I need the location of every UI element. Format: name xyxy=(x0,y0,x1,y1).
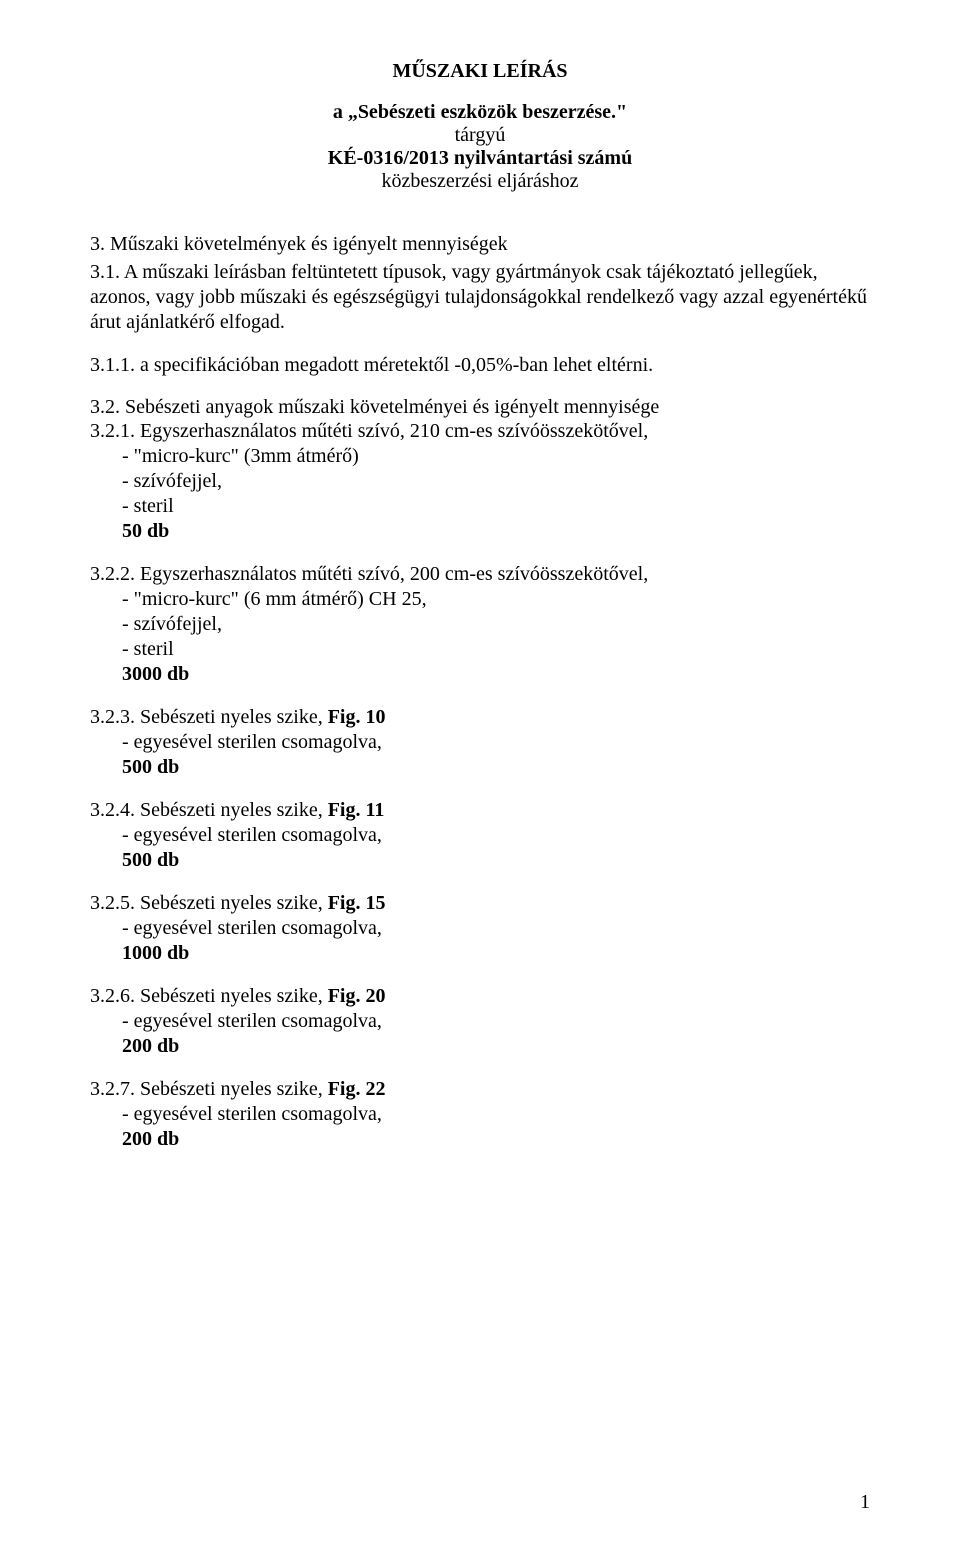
title-line1b: tárgyú xyxy=(90,124,870,147)
item-bullet: - "micro-kurc" (3mm átmérő) xyxy=(122,444,870,469)
title-sub1-plain: tárgyú xyxy=(455,124,506,146)
title-main: MŰSZAKI LEÍRÁS xyxy=(90,60,870,83)
title-block: MŰSZAKI LEÍRÁS a „Sebészeti eszközök bes… xyxy=(90,60,870,193)
item-bullet: - szívófejjel, xyxy=(122,469,870,494)
title-line2: KÉ-0316/2013 nyilvántartási számú xyxy=(90,147,870,170)
title-sub2-plain: közbeszerzési eljáráshoz xyxy=(381,170,578,192)
item-qty: 200 db xyxy=(122,1034,870,1059)
item-3-2-1: 3.2.1. Egyszerhasználatos műtéti szívó, … xyxy=(90,419,870,544)
item-fig: Fig. 15 xyxy=(328,892,386,914)
item-qty: 500 db xyxy=(122,755,870,780)
item-fig: Fig. 20 xyxy=(328,985,386,1007)
item-bullet: - "micro-kurc" (6 mm átmérő) CH 25, xyxy=(122,587,870,612)
item-pre: 3.2.4. Sebészeti nyeles szike, xyxy=(90,799,328,821)
item-line: 3.2.4. Sebészeti nyeles szike, Fig. 11 xyxy=(90,798,870,823)
item-line: 3.2.2. Egyszerhasználatos műtéti szívó, … xyxy=(90,562,870,587)
title-line1: a „Sebészeti eszközök beszerzése." xyxy=(90,101,870,124)
item-bullet: - egyesével sterilen csomagolva, xyxy=(122,823,870,848)
item-3-2-6: 3.2.6. Sebészeti nyeles szike, Fig. 20 -… xyxy=(90,984,870,1059)
item-3-2-2: 3.2.2. Egyszerhasználatos műtéti szívó, … xyxy=(90,562,870,687)
item-pre: 3.2.6. Sebészeti nyeles szike, xyxy=(90,985,328,1007)
item-line: 3.2.6. Sebészeti nyeles szike, Fig. 20 xyxy=(90,984,870,1009)
item-line: 3.2.3. Sebészeti nyeles szike, Fig. 10 xyxy=(90,705,870,730)
item-3-2-7: 3.2.7. Sebészeti nyeles szike, Fig. 22 -… xyxy=(90,1077,870,1152)
item-bullet: - szívófejjel, xyxy=(122,612,870,637)
item-qty: 3000 db xyxy=(122,662,870,687)
item-3-2-5: 3.2.5. Sebészeti nyeles szike, Fig. 15 -… xyxy=(90,891,870,966)
item-pre: 3.2.7. Sebészeti nyeles szike, xyxy=(90,1078,328,1100)
item-fig: Fig. 11 xyxy=(328,799,385,821)
item-3-2-4: 3.2.4. Sebészeti nyeles szike, Fig. 11 -… xyxy=(90,798,870,873)
title-line2b: közbeszerzési eljáráshoz xyxy=(90,170,870,193)
item-bullet: - egyesével sterilen csomagolva, xyxy=(122,916,870,941)
item-bullet: - egyesével sterilen csomagolva, xyxy=(122,730,870,755)
item-3-2-3: 3.2.3. Sebészeti nyeles szike, Fig. 10 -… xyxy=(90,705,870,780)
item-pre: 3.2.5. Sebészeti nyeles szike, xyxy=(90,892,328,914)
item-qty: 1000 db xyxy=(122,941,870,966)
section-3-2-heading: 3.2. Sebészeti anyagok műszaki követelmé… xyxy=(90,396,870,419)
item-line: 3.2.5. Sebészeti nyeles szike, Fig. 15 xyxy=(90,891,870,916)
item-qty: 50 db xyxy=(122,519,870,544)
page: MŰSZAKI LEÍRÁS a „Sebészeti eszközök bes… xyxy=(0,0,960,1554)
para-3-1-1: 3.1.1. a specifikációban megadott mérete… xyxy=(90,353,870,378)
item-pre: 3.2.3. Sebészeti nyeles szike, xyxy=(90,706,328,728)
item-line: 3.2.7. Sebészeti nyeles szike, Fig. 22 xyxy=(90,1077,870,1102)
item-line: 3.2.1. Egyszerhasználatos műtéti szívó, … xyxy=(90,419,870,444)
item-bullet: - egyesével sterilen csomagolva, xyxy=(122,1102,870,1127)
item-qty: 500 db xyxy=(122,848,870,873)
item-qty: 200 db xyxy=(122,1127,870,1152)
section-3-heading: 3. Műszaki követelmények és igényelt men… xyxy=(90,233,870,256)
item-bullet: - steril xyxy=(122,494,870,519)
item-fig: Fig. 10 xyxy=(328,706,386,728)
item-bullet: - steril xyxy=(122,637,870,662)
item-bullet: - egyesével sterilen csomagolva, xyxy=(122,1009,870,1034)
item-fig: Fig. 22 xyxy=(328,1078,386,1100)
para-3-1: 3.1. A műszaki leírásban feltüntetett tí… xyxy=(90,260,870,335)
page-number: 1 xyxy=(860,1491,870,1514)
title-sub1-bold: a „Sebészeti eszközök beszerzése." xyxy=(333,101,627,123)
title-sub2-bold: KÉ-0316/2013 nyilvántartási számú xyxy=(328,147,632,169)
